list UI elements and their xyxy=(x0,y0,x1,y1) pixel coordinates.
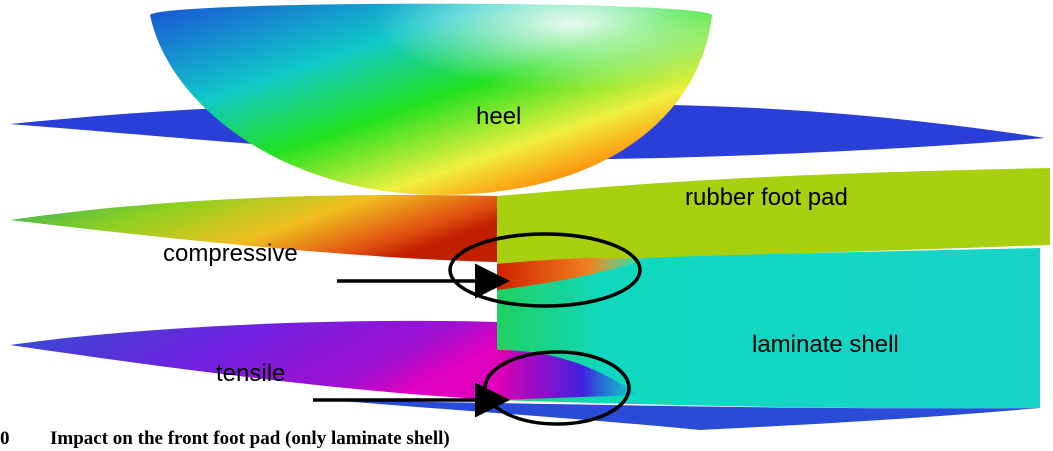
caption-number: 0 xyxy=(0,428,10,449)
tensile-label: tensile xyxy=(216,360,285,387)
caption-text: Impact on the front foot pad (only lamin… xyxy=(50,428,450,449)
compressive-label: compressive xyxy=(163,240,298,267)
heel-label: heel xyxy=(476,103,521,130)
rubber-foot-pad-label: rubber foot pad xyxy=(685,184,848,211)
heel-highlight xyxy=(150,4,712,195)
laminate-shell-label: laminate shell xyxy=(752,331,899,358)
figure: heel rubber foot pad compressive laminat… xyxy=(0,0,1053,451)
